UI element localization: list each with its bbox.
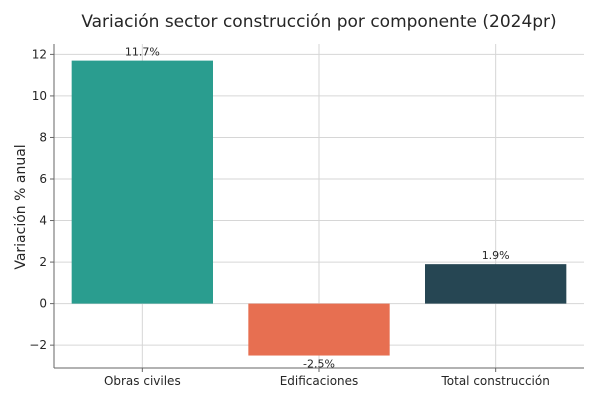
y-tick-label: 0: [39, 297, 47, 311]
y-tick-label: 12: [32, 47, 47, 61]
y-tick-label: 2: [39, 255, 47, 269]
bar-value-label: -2.5%: [303, 358, 335, 371]
y-tick-label: −2: [29, 338, 47, 352]
axis-layer: −2 0 2 4 6 8 10 12 Obras civiles Edificaciones Tot…: [29, 44, 584, 388]
x-tick-label: Total construcción: [440, 374, 549, 388]
y-tick-label: 4: [39, 214, 47, 228]
bar: [71, 60, 214, 304]
x-tick-label: Edificaciones: [280, 374, 359, 388]
y-tick-label: 10: [32, 89, 47, 103]
y-tick-label: 8: [39, 130, 47, 144]
x-tick-label: Obras civiles: [104, 374, 181, 388]
bar-value-label: 1.9%: [482, 249, 510, 262]
bar: [425, 264, 567, 304]
chart-title: Variación sector construcción por compon…: [81, 12, 556, 32]
bar-layer: [71, 60, 567, 356]
bar-value-label: 11.7%: [125, 46, 160, 59]
y-axis-label: Variación % anual: [13, 144, 29, 269]
bar: [248, 303, 390, 356]
y-tick-label: 6: [39, 172, 47, 186]
label-layer: 11.7% -2.5% 1.9%: [125, 46, 510, 371]
